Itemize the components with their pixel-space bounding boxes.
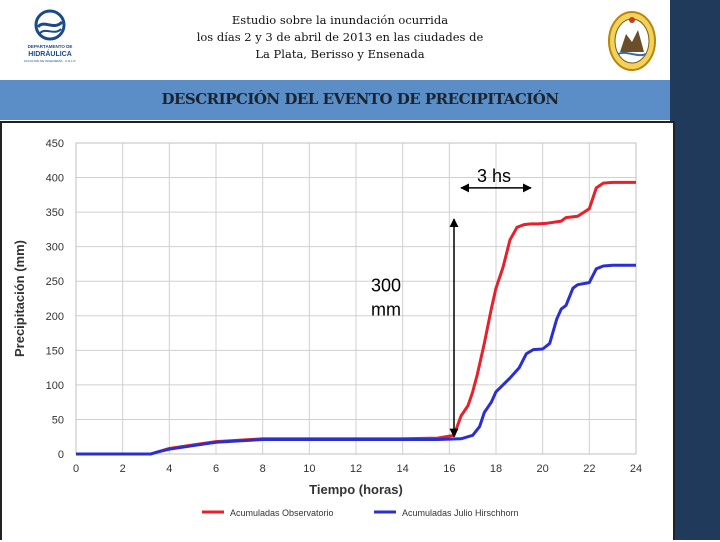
logo-text-line1: DEPARTAMENTO DE: [28, 44, 73, 49]
y-tick-label: 0: [58, 449, 64, 461]
x-tick-label: 4: [166, 463, 172, 475]
x-tick-label: 10: [303, 463, 315, 475]
y-axis-label: Precipitación (mm): [12, 240, 27, 357]
precipitation-chart: 0 2 4 6 8 10 12 14 16 18 20 22 240501001502002503003…: [12, 138, 642, 518]
y-tick-label: 250: [46, 276, 64, 288]
study-title: Estudio sobre la inundación ocurrida los…: [170, 12, 510, 63]
x-tick-label: 18: [490, 463, 502, 475]
section-title: DESCRIPCIÓN DEL EVENTO DE PRECIPITACIÓN: [161, 90, 559, 108]
x-tick-label: 14: [397, 463, 409, 475]
x-tick-label: 2: [120, 463, 126, 475]
x-tick-label: 8: [260, 463, 266, 475]
x-tick-label: 20: [537, 463, 549, 475]
y-tick-label: 350: [46, 207, 64, 219]
y-tick-label: 450: [46, 138, 64, 150]
side-bar: [670, 0, 720, 540]
logo-text-line3: FACULTAD DE INGENIERÍA · U.N.L.P.: [24, 59, 76, 63]
y-tick-label: 150: [46, 345, 64, 357]
header: DEPARTAMENTO DE HIDRÁULICA FACULTAD DE I…: [0, 0, 670, 80]
chart-frame: 0 2 4 6 8 10 12 14 16 18 20 22 24 0 50 100 150 200 250 300 3…: [0, 121, 675, 540]
x-tick-label: 6: [213, 463, 219, 475]
study-title-line2: los días 2 y 3 de abril de 2013 en las c…: [196, 30, 484, 44]
y-tick-label: 400: [46, 173, 64, 185]
hidraulica-logo: DEPARTAMENTO DE HIDRÁULICA FACULTAD DE I…: [20, 8, 80, 66]
y-tick-label: 100: [46, 380, 64, 392]
depth-label-unit: mm: [371, 300, 401, 320]
legend-label: Acumuladas Julio Hirschhorn: [402, 508, 519, 518]
y-tick-label: 50: [52, 414, 64, 426]
depth-label-number: 300: [371, 276, 401, 296]
plot-area: [75, 142, 637, 455]
legend-label: Acumuladas Observatorio: [230, 508, 334, 518]
duration-label: 3 hs: [477, 166, 511, 186]
city-seal-logo: [606, 8, 658, 74]
x-tick-label: 12: [350, 463, 362, 475]
x-tick-label: 0: [73, 463, 79, 475]
x-axis-label: Tiempo (horas): [309, 482, 403, 497]
study-title-line3: La Plata, Berisso y Ensenada: [255, 47, 425, 61]
logo-text-line2: HIDRÁULICA: [28, 49, 72, 58]
x-tick-label: 16: [443, 463, 455, 475]
y-tick-label: 200: [46, 311, 64, 323]
y-tick-label: 300: [46, 242, 64, 254]
series-line-hirschhorn: [76, 263, 636, 456]
study-title-line1: Estudio sobre la inundación ocurrida: [231, 13, 449, 27]
x-tick-label: 22: [583, 463, 595, 475]
x-tick-label: 24: [630, 463, 642, 475]
section-banner: [0, 80, 670, 120]
